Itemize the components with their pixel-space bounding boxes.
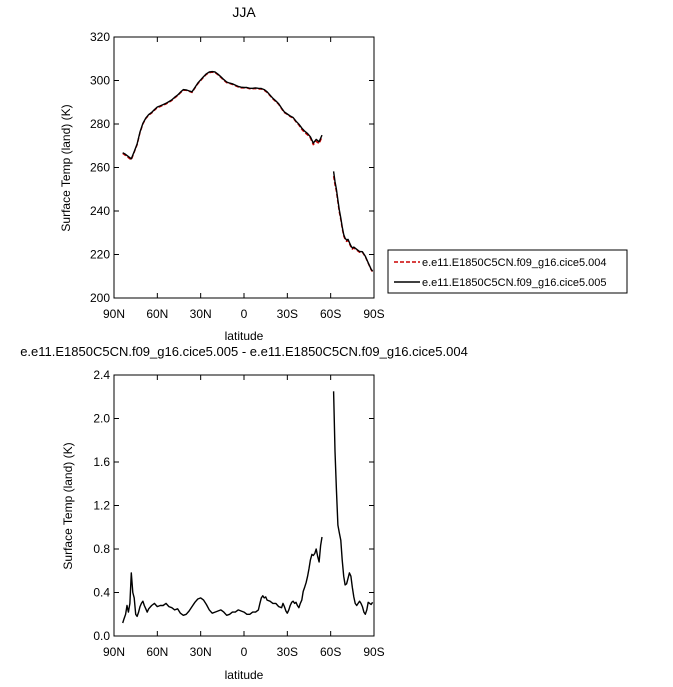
x-tick-label: 0 — [241, 307, 248, 321]
top-chart-xlabel: latitude — [225, 329, 264, 343]
y-tick-label: 220 — [90, 248, 110, 262]
bottom-chart-title: e.e11.E1850C5CN.f09_g16.cice5.005 - e.e1… — [20, 344, 468, 359]
series-line-2 — [332, 171, 374, 272]
y-tick-label: 320 — [90, 30, 110, 44]
legend-box — [387, 249, 628, 294]
x-tick-label: 30S — [277, 307, 298, 321]
x-tick-label: 90N — [103, 307, 125, 321]
legend-label-004: e.e11.E1850C5CN.f09_g16.cice5.004 — [422, 257, 607, 269]
series-line-1 — [122, 536, 323, 624]
bottom-chart-panel: e.e11.E1850C5CN.f09_g16.cice5.005 - e.e1… — [20, 344, 468, 682]
y-tick-label: 0.4 — [93, 586, 110, 600]
x-tick-label: 90S — [363, 645, 384, 659]
bottom-chart-ticks: 90N 60N 30N 0 30S 60S 90S 0.0 0.4 0.8 1.2 1.6 2.0 2.4 — [93, 368, 384, 659]
top-chart-frame — [113, 36, 375, 299]
x-tick-label: 60S — [320, 645, 341, 659]
y-tick-label: 200 — [90, 291, 110, 305]
top-chart-panel: JJA Surface Temp (land) (K) latitude 90N… — [59, 4, 385, 343]
x-tick-label: 90S — [363, 307, 384, 321]
y-tick-label: 2.4 — [93, 368, 110, 382]
y-tick-label: 240 — [90, 204, 110, 218]
x-tick-label: 0 — [241, 645, 248, 659]
bottom-chart-series — [122, 391, 374, 624]
bottom-chart-xlabel: latitude — [225, 668, 264, 682]
x-tick-label: 60N — [146, 307, 168, 321]
x-tick-label: 30S — [277, 645, 298, 659]
top-chart-ylabel: Surface Temp (land) (K) — [59, 104, 73, 231]
x-tick-label: 60N — [146, 645, 168, 659]
x-tick-label: 60S — [320, 307, 341, 321]
y-tick-label: 260 — [90, 161, 110, 175]
x-tick-label: 30N — [190, 645, 212, 659]
y-tick-label: 300 — [90, 74, 110, 88]
series-line-1 — [332, 391, 374, 615]
series-line-1 — [332, 176, 374, 273]
y-tick-label: 1.6 — [93, 455, 110, 469]
top-chart-title: JJA — [232, 4, 256, 20]
top-chart-series — [122, 70, 374, 273]
y-tick-label: 0.0 — [93, 629, 110, 643]
x-tick-label: 30N — [190, 307, 212, 321]
series-line-1 — [122, 71, 323, 161]
x-tick-label: 90N — [103, 645, 125, 659]
y-tick-label: 0.8 — [93, 542, 110, 556]
legend-label-005: e.e11.E1850C5CN.f09_g16.cice5.005 — [422, 277, 607, 289]
legend: e.e11.E1850C5CN.f09_g16.cice5.004 e.e11.… — [387, 249, 628, 294]
series-line-2 — [122, 70, 323, 160]
y-tick-label: 2.0 — [93, 412, 110, 426]
y-tick-label: 280 — [90, 117, 110, 131]
top-chart-ticks: 90N 60N 30N 0 30S 60S 90S 200 220 240 260 280 300 320 — [90, 30, 385, 321]
y-tick-label: 1.2 — [93, 499, 110, 513]
bottom-chart-frame — [113, 374, 375, 637]
bottom-chart-ylabel: Surface Temp (land) (K) — [61, 442, 75, 569]
